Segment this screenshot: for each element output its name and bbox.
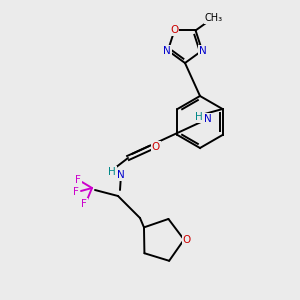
Text: N: N [117, 170, 125, 180]
Text: F: F [75, 175, 81, 185]
Text: F: F [73, 187, 79, 197]
Text: N: N [199, 46, 207, 56]
Text: O: O [152, 142, 160, 152]
Text: N: N [163, 46, 171, 56]
Text: H: H [108, 167, 116, 177]
Text: H: H [195, 112, 203, 122]
Text: O: O [183, 235, 191, 244]
Text: CH₃: CH₃ [205, 14, 223, 23]
Text: F: F [81, 199, 87, 209]
Text: O: O [170, 26, 178, 35]
Text: N: N [204, 114, 212, 124]
